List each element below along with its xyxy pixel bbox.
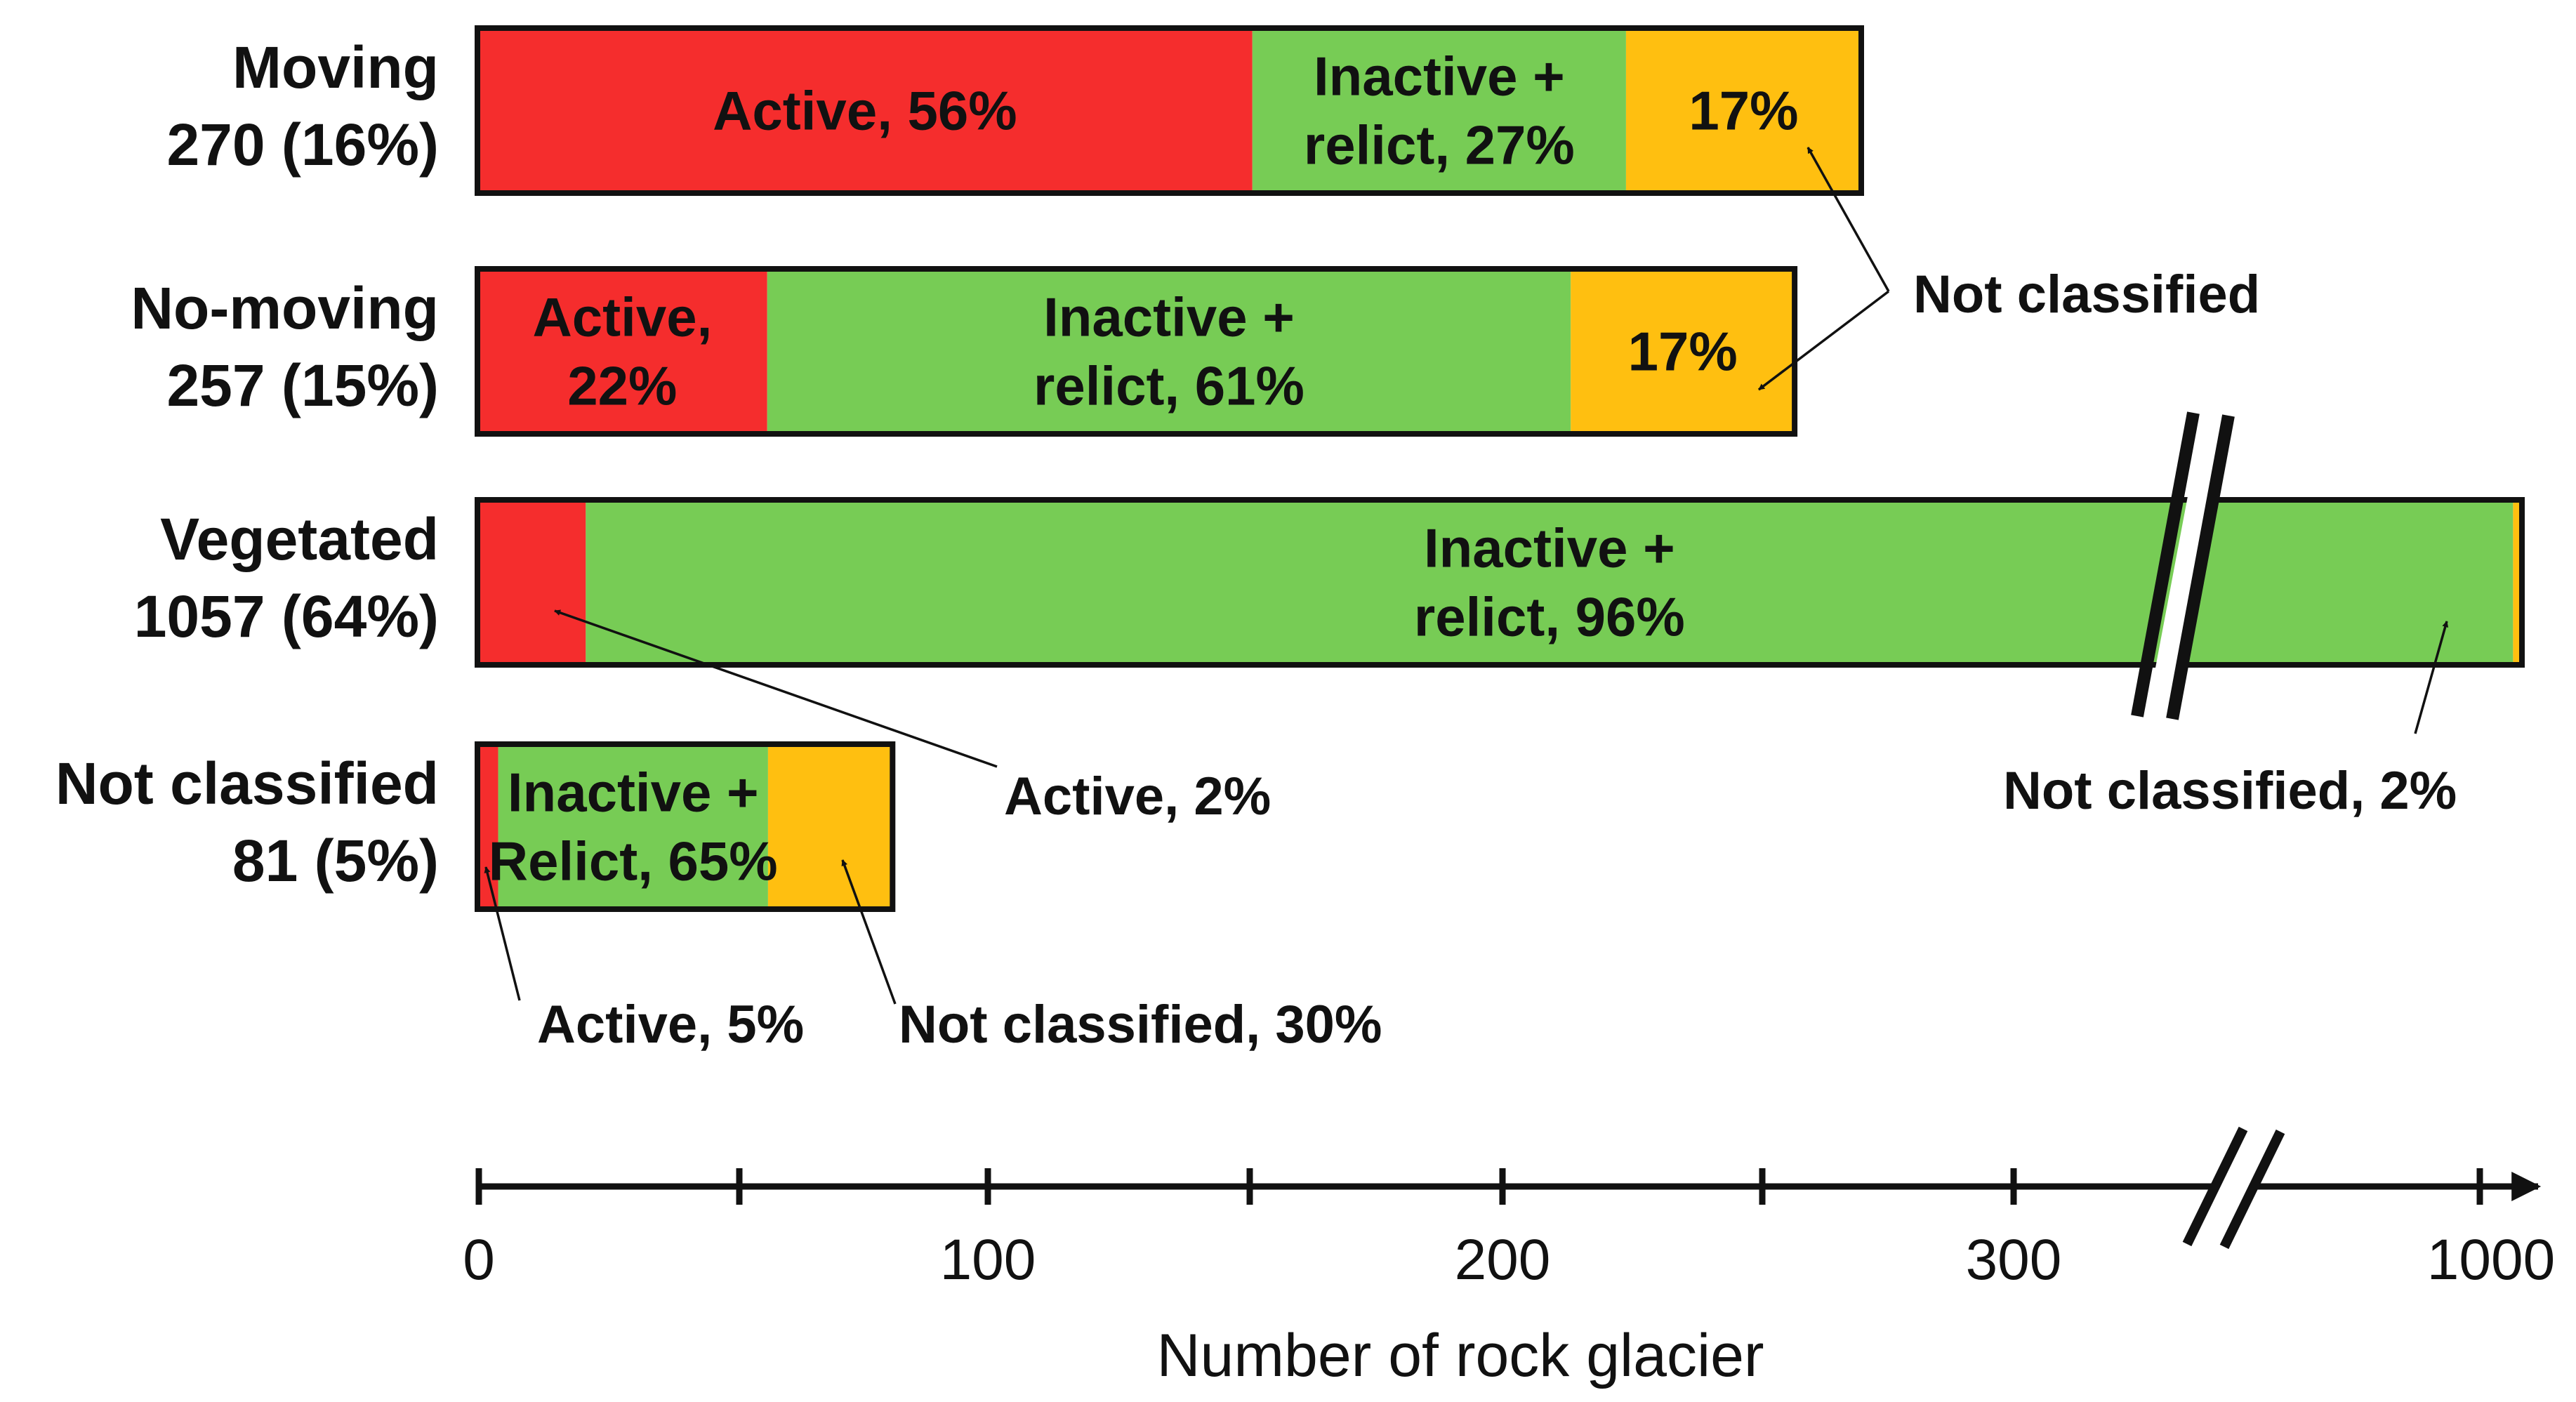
annotation-active-5: Active, 5% bbox=[537, 995, 804, 1054]
arrow-not-classified-not-classified bbox=[841, 859, 897, 1005]
bar-vegetated-active bbox=[477, 500, 586, 665]
x-tick-label-1000: 1000 bbox=[2427, 1228, 2555, 1292]
category-total-not-classified: 81 (5%) bbox=[232, 828, 439, 894]
x-tick-label-0: 0 bbox=[463, 1228, 495, 1292]
bar-not-classified-active bbox=[477, 744, 498, 909]
x-tick-label-300: 300 bbox=[1966, 1228, 2062, 1292]
bar-no-moving-outline bbox=[475, 266, 1798, 437]
category-label-no-moving: No-moving bbox=[131, 275, 439, 341]
segment-label-no-moving-inactive: Inactive + bbox=[1043, 286, 1295, 348]
annotation-not-classified: Not classified bbox=[1913, 265, 2260, 324]
segment-label-moving-active: Active, 56% bbox=[713, 80, 1017, 142]
x-axis-break-right bbox=[2219, 1129, 2285, 1250]
bar-moving-outline bbox=[475, 25, 1864, 196]
segment-label-no-moving-active: Active, bbox=[532, 286, 712, 348]
segment-label-no-moving-not-classified: 17% bbox=[1628, 321, 1738, 383]
category-label-not-classified: Not classified bbox=[55, 750, 439, 816]
arrow-not-classified-active bbox=[484, 866, 521, 1001]
bar-moving-not-classified bbox=[1625, 28, 1861, 193]
category-label-moving: Moving bbox=[232, 34, 439, 100]
segment-label-vegetated-inactive: relict, 96% bbox=[1414, 586, 1685, 648]
x-axis-title: Number of rock glacier bbox=[1156, 1322, 1764, 1389]
bar-moving-inactive bbox=[1252, 28, 1626, 193]
x-axis-break-gap bbox=[2194, 1130, 2275, 1243]
arrow-vegetated-not-classified bbox=[2414, 621, 2449, 734]
bar-no-moving-active bbox=[477, 269, 767, 434]
segment-label-not-classified-inactive: Relict, 65% bbox=[489, 831, 778, 892]
bar-not-classified-outline bbox=[475, 741, 896, 912]
x-tick-label-100: 100 bbox=[940, 1228, 1036, 1292]
annotation-active-2: Active, 2% bbox=[1004, 767, 1271, 826]
segment-label-moving-not-classified: 17% bbox=[1689, 80, 1798, 142]
annotation-not-classified-30: Not classified, 30% bbox=[899, 995, 1382, 1054]
break-gap bbox=[2147, 414, 2224, 713]
segment-label-moving-inactive: Inactive + bbox=[1314, 46, 1565, 107]
bar-vegetated-outline bbox=[475, 497, 2525, 668]
category-total-no-moving: 257 (15%) bbox=[166, 352, 439, 418]
break-line-left bbox=[2131, 411, 2200, 717]
x-axis-break-left bbox=[2182, 1126, 2248, 1247]
category-label-vegetated: Vegetated bbox=[160, 506, 439, 572]
bar-not-classified-not-classified bbox=[767, 744, 893, 909]
annotation-not-classified-2: Not classified, 2% bbox=[2003, 761, 2457, 821]
category-total-vegetated: 1057 (64%) bbox=[134, 583, 439, 649]
vegetated-bar-break bbox=[2131, 411, 2235, 720]
segment-label-no-moving-inactive: relict, 61% bbox=[1033, 355, 1304, 417]
segment-label-vegetated-inactive: Inactive + bbox=[1424, 517, 1675, 579]
bar-not-classified-inactive bbox=[498, 744, 768, 909]
arrow-vegetated-active bbox=[554, 609, 998, 768]
arrow-moving-not-classified bbox=[1806, 147, 1890, 292]
segment-label-no-moving-active: 22% bbox=[567, 355, 677, 417]
x-tick-label-200: 200 bbox=[1455, 1228, 1551, 1292]
arrow-no-moving-not-classified bbox=[1757, 290, 1890, 391]
category-total-moving: 270 (16%) bbox=[166, 112, 439, 178]
bar-no-moving-inactive bbox=[767, 269, 1571, 434]
segment-label-moving-inactive: relict, 27% bbox=[1304, 114, 1575, 176]
segment-label-not-classified-inactive: Inactive + bbox=[508, 762, 759, 824]
bar-moving-active bbox=[477, 28, 1253, 193]
break-line-right bbox=[2166, 414, 2235, 720]
bar-no-moving-not-classified bbox=[1571, 269, 1795, 434]
